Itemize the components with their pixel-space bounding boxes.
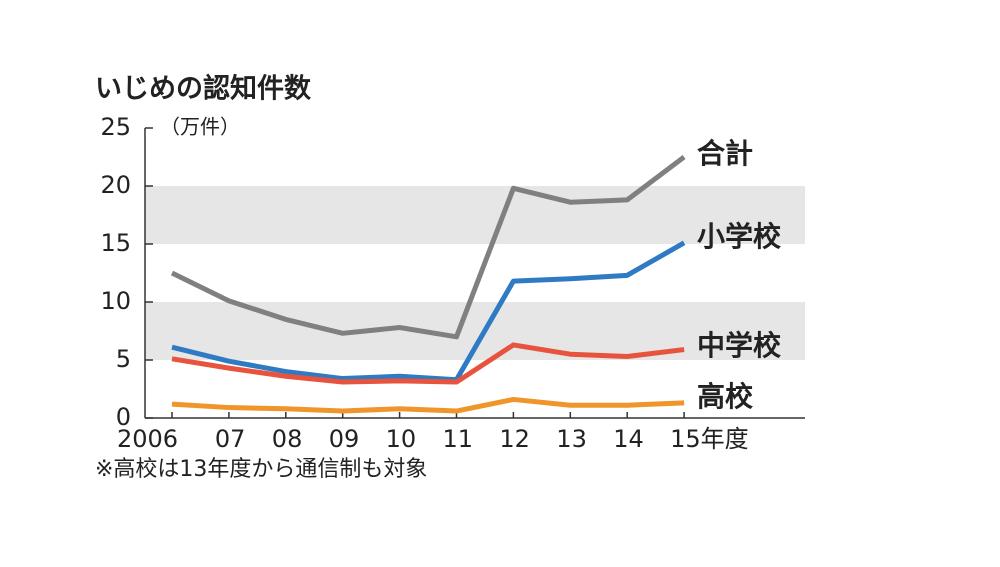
- chart-title: いじめの認知件数: [95, 73, 312, 105]
- background: [145, 186, 805, 360]
- x-tick-label: 09: [329, 425, 360, 453]
- series-label: 中学校: [697, 329, 782, 362]
- x-tick-label: 10: [386, 425, 417, 453]
- x-tick-label: 2006: [117, 425, 178, 453]
- y-tick-label: 5: [116, 345, 131, 373]
- x-tick-label: 13: [556, 425, 587, 453]
- series-label: 小学校: [697, 220, 782, 253]
- y-tick-label: 0: [116, 403, 131, 431]
- y-tick-label: 10: [100, 287, 131, 315]
- x-tick-label: 07: [215, 425, 246, 453]
- footnote: ※高校は13年度から通信制も対象: [95, 457, 427, 482]
- grid-band: [145, 186, 805, 244]
- x-tick-label: 15年度: [670, 425, 749, 453]
- y-tick-label: 20: [100, 171, 131, 199]
- y-tick-label: 25: [100, 113, 131, 141]
- x-tick-label: 14: [613, 425, 644, 453]
- series-line: [171, 240, 686, 383]
- x-tick-label: 08: [272, 425, 303, 453]
- x-tick-label: 11: [443, 425, 474, 453]
- series-line: [171, 396, 685, 414]
- y-unit: （万件）: [160, 115, 240, 139]
- series-line: [171, 342, 685, 385]
- x-tick-label: 12: [499, 425, 530, 453]
- series-line: [170, 155, 686, 340]
- series-label: 高校: [697, 380, 754, 413]
- y-tick-label: 15: [100, 229, 131, 257]
- series-label: 合計: [697, 137, 753, 170]
